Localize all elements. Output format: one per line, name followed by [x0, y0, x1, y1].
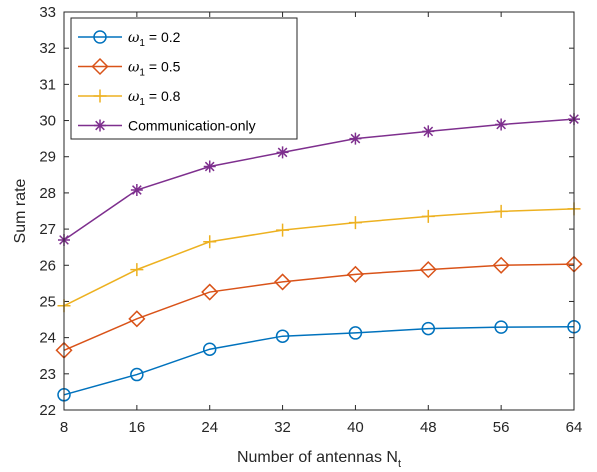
y-tick-label: 33 [39, 4, 56, 21]
data-point-marker [346, 265, 364, 283]
legend-marker [94, 119, 106, 132]
y-tick-label: 27 [39, 221, 56, 238]
y-tick-label: 25 [39, 293, 56, 310]
legend-label-rest: Communication-only [128, 118, 256, 134]
data-point-marker [130, 184, 143, 197]
data-point-marker [494, 320, 508, 334]
legend-label-subscript: 1 [139, 38, 145, 49]
x-tick-label: 16 [129, 419, 146, 436]
x-tick-label: 24 [201, 419, 218, 436]
series-line [63, 263, 575, 351]
x-axis-title: Number of antennas Nt [237, 449, 401, 470]
series-line [63, 208, 575, 307]
data-point-marker [203, 235, 217, 249]
legend-label-rest: = 0.8 [145, 88, 181, 104]
x-tick-label: 8 [60, 419, 68, 436]
x-tick-label: 64 [566, 419, 583, 436]
data-point-marker [492, 256, 510, 274]
data-point-marker [203, 160, 216, 173]
legend-label-symbol: ω [128, 60, 140, 76]
legend-marker [93, 30, 107, 44]
data-point-marker [349, 132, 362, 145]
y-tick-label: 22 [39, 402, 56, 419]
axis-ticks [63, 11, 575, 411]
data-point-marker [421, 321, 436, 336]
data-point-marker [202, 342, 217, 356]
data-point-marker [130, 263, 144, 277]
y-tick-label: 28 [39, 185, 56, 202]
series-3 [57, 202, 581, 313]
x-tick-label: 56 [493, 419, 510, 436]
y-tick-label: 32 [39, 40, 56, 57]
y-tick-label: 24 [39, 330, 56, 347]
data-point-marker [495, 118, 508, 131]
legend-entry: Communication-only [78, 118, 256, 134]
data-point-marker [422, 125, 435, 138]
legend-label: ω1 = 0.8 [128, 88, 181, 108]
data-point-marker [274, 273, 292, 291]
legend-label-rest: = 0.2 [145, 29, 181, 45]
legend-label-subscript: 1 [139, 97, 145, 108]
y-tick-label: 23 [39, 366, 56, 383]
x-axis-title-main: Number of antennas N [237, 449, 398, 466]
series-line [63, 118, 575, 241]
legend-box [70, 17, 298, 140]
series-layer [55, 113, 583, 402]
data-point-marker [201, 283, 219, 301]
data-point-marker [348, 216, 362, 230]
legend-label-symbol: ω [128, 89, 140, 105]
legend-marker [91, 57, 109, 76]
y-tick-label: 26 [39, 257, 56, 274]
y-tick-label: 31 [39, 76, 56, 93]
x-axis-title-subscript: t [398, 458, 401, 470]
legend-label: Communication-only [128, 118, 256, 134]
data-point-marker [348, 326, 363, 340]
legend-entry: ω1 = 0.2 [78, 29, 181, 49]
legend-entry: ω1 = 0.5 [78, 57, 181, 79]
y-tick-labels: 22 23 24 25 26 27 28 29 30 31 32 33 [39, 4, 56, 419]
y-tick-label: 30 [39, 113, 56, 130]
legend-marker [93, 89, 107, 103]
data-point-marker [130, 367, 144, 382]
y-axis-title: Sum rate [12, 178, 29, 243]
data-point-marker [128, 310, 146, 328]
data-point-marker [419, 261, 437, 279]
data-point-marker [494, 204, 508, 218]
x-tick-label: 40 [347, 419, 364, 436]
data-point-marker [276, 223, 290, 237]
series-line [63, 326, 575, 396]
x-tick-labels: 8 16 24 32 40 48 56 64 [60, 419, 583, 436]
data-point-marker [421, 209, 435, 223]
legend-entry: ω1 = 0.8 [78, 88, 181, 108]
legend-label: ω1 = 0.2 [128, 29, 181, 49]
y-tick-label: 29 [39, 149, 56, 166]
data-point-marker [276, 146, 289, 159]
data-point-marker [275, 329, 290, 343]
x-tick-label: 32 [274, 419, 291, 436]
plot-frame [63, 11, 575, 411]
legend-label: ω1 = 0.5 [128, 59, 181, 79]
legend: ω1 = 0.2ω1 = 0.5ω1 = 0.8Communication-on… [70, 17, 298, 140]
x-tick-label: 48 [420, 419, 437, 436]
legend-label-rest: = 0.5 [145, 59, 181, 75]
legend-label-subscript: 1 [139, 68, 145, 79]
legend-label-symbol: ω [128, 30, 140, 46]
